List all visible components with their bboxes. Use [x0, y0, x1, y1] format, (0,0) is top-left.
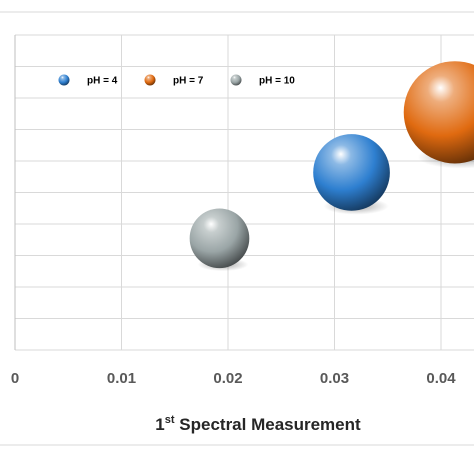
chart-frame	[0, 11, 474, 446]
x-axis-title-prefix: 1	[155, 415, 164, 434]
bubble-point	[403, 61, 474, 164]
legend-label: pH = 7	[173, 76, 204, 87]
legend-marker	[58, 74, 70, 86]
x-axis-title: 1st Spectral Measurement	[155, 414, 361, 434]
legend-marker	[230, 74, 242, 86]
x-tick-label: 0.02	[213, 370, 242, 387]
x-tick-label: 0.03	[320, 370, 349, 387]
legend: pH = 4 pH = 7 pH = 10	[58, 74, 295, 87]
x-axis-title-superscript: st	[165, 414, 175, 426]
x-axis-title-rest: Spectral Measurement	[175, 415, 361, 434]
bubble-point	[313, 134, 390, 211]
x-tick-label: 0	[11, 370, 19, 387]
legend-label: pH = 4	[87, 76, 118, 87]
chart-gridlines	[14, 34, 474, 351]
legend-label: pH = 10	[259, 76, 295, 87]
x-tick-label: 0.04	[426, 370, 456, 387]
bubble-point	[189, 208, 250, 269]
x-tick-label: 0.01	[107, 370, 136, 387]
bubble-layer	[189, 61, 474, 272]
x-tick-labels: 0 0.01 0.02 0.03 0.04	[11, 370, 456, 387]
legend-marker	[144, 74, 156, 86]
